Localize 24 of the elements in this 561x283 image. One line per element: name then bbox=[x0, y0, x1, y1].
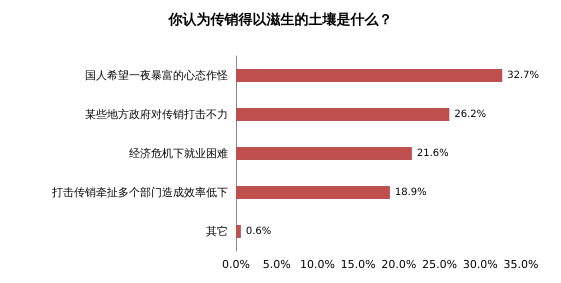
bar bbox=[236, 69, 502, 82]
x-tick-label: 5.0% bbox=[262, 258, 291, 271]
bar bbox=[236, 147, 412, 160]
x-tick-label: 35.0% bbox=[504, 258, 538, 271]
x-tick-label: 15.0% bbox=[340, 258, 376, 271]
data-label: 32.7% bbox=[507, 70, 540, 81]
x-tick-label: 0.0% bbox=[222, 258, 250, 271]
y-tick-label: 某些地方政府对传销打击不力 bbox=[85, 108, 228, 121]
data-label: 26.2% bbox=[454, 109, 486, 120]
bar bbox=[236, 186, 390, 199]
x-tick-label: 20.0% bbox=[381, 258, 416, 271]
bar bbox=[236, 108, 450, 121]
y-tick-label: 其它 bbox=[206, 225, 228, 238]
x-tick-label: 10.0% bbox=[300, 258, 335, 271]
chart-title: 你认为传销得以滋生的土壤是什么？ bbox=[168, 11, 392, 28]
data-label: 0.6% bbox=[246, 226, 272, 237]
x-tick-label: 25.0% bbox=[422, 258, 458, 271]
y-tick-label: 经济危机下就业困难 bbox=[129, 147, 228, 160]
y-tick-label: 打击传销牵扯多个部门造成效率低下 bbox=[51, 186, 228, 199]
bar bbox=[236, 225, 241, 238]
x-tick-label: 30.0% bbox=[462, 258, 498, 271]
data-label: 21.6% bbox=[416, 148, 449, 159]
y-tick-label: 国人希望一夜暴富的心态作怪 bbox=[85, 69, 228, 82]
data-label: 18.9% bbox=[394, 187, 427, 198]
